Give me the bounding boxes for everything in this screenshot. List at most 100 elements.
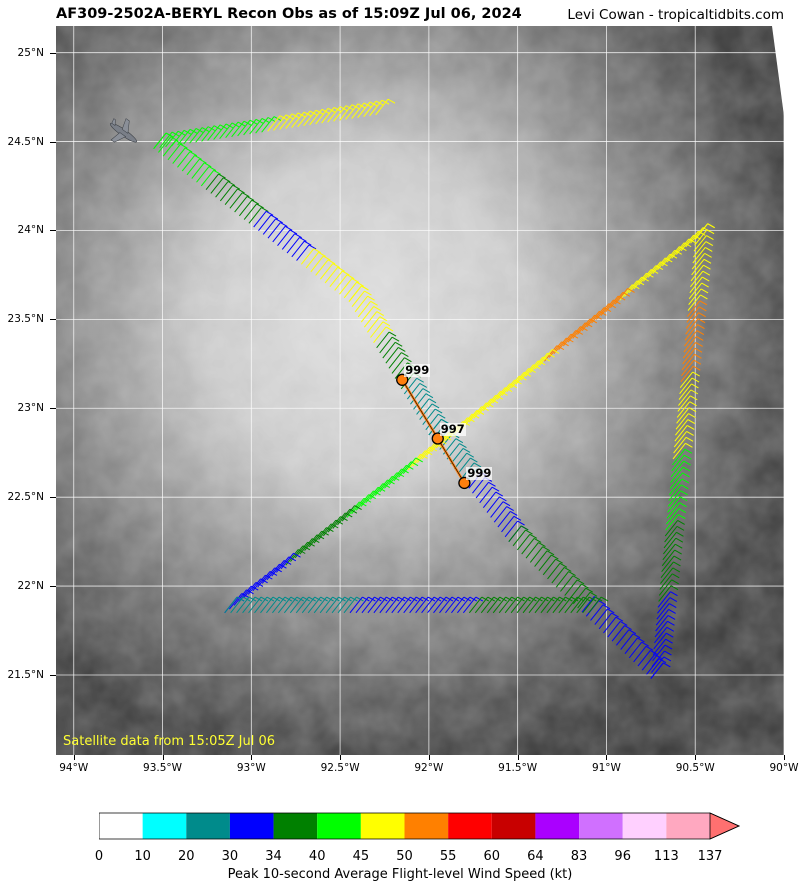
- aircraft-icon: [109, 118, 138, 143]
- wind-barb: [357, 301, 372, 318]
- wind-barb-flag: [537, 360, 546, 366]
- wind-barb: [379, 596, 393, 614]
- wind-barb-flag: [180, 143, 188, 149]
- colorbar-segment: [404, 813, 449, 839]
- wind-barb-flag: [344, 596, 352, 602]
- wind-barb-flag: [669, 253, 678, 259]
- wind-barb-flag: [382, 321, 391, 327]
- wind-barb-flag: [547, 352, 555, 358]
- wind-barb-flag: [547, 596, 555, 602]
- wind-barb: [339, 278, 353, 295]
- wind-barb-flag: [294, 233, 302, 239]
- wind-barb-flag: [600, 596, 609, 602]
- x-tick-mark: [162, 755, 164, 760]
- wind-barb-flag: [462, 420, 470, 426]
- wind-barb: [158, 136, 172, 153]
- wind-barb-flag: [363, 497, 372, 503]
- wind-barb-flag: [410, 461, 419, 467]
- wind-barb: [664, 526, 678, 543]
- wind-barb-flag: [513, 515, 522, 521]
- wind-barb-flag: [693, 359, 702, 365]
- wind-barb: [685, 312, 700, 329]
- wind-barb: [324, 266, 338, 284]
- wind-barb-flag: [340, 516, 348, 521]
- wind-barb-flag: [535, 596, 543, 602]
- wind-barb: [684, 330, 698, 347]
- wind-barb-flag: [361, 285, 369, 291]
- colorbar-segment: [622, 813, 667, 839]
- wind-barb: [215, 181, 229, 198]
- wind-barb-flag: [589, 591, 598, 597]
- wind-barb-flag: [664, 644, 673, 650]
- dropsonde-marker: [458, 476, 471, 490]
- wind-barb: [267, 115, 281, 132]
- wind-barb: [207, 124, 221, 141]
- dropsonde-marker: [396, 373, 409, 386]
- wind-barb: [354, 295, 368, 313]
- wind-barb: [267, 222, 281, 239]
- wind-barb-flag: [495, 394, 503, 400]
- wind-barb-flag: [690, 389, 699, 395]
- wind-barb: [253, 211, 267, 228]
- y-tick-label: 24°N: [17, 224, 44, 237]
- wind-barb: [243, 119, 257, 136]
- wind-barb: [674, 425, 688, 442]
- wind-barb-flag: [697, 230, 706, 236]
- wind-barb-flag: [705, 247, 713, 252]
- wind-barb-flag: [387, 479, 395, 485]
- wind-barb-flag: [296, 596, 305, 602]
- wind-barb-flag: [284, 596, 293, 602]
- wind-barb: [680, 365, 694, 383]
- wind-barb-flag: [359, 501, 367, 507]
- wind-barb-flag: [387, 98, 396, 104]
- wind-barb-flag: [466, 452, 474, 458]
- colorbar-tick-label: 10: [134, 849, 151, 864]
- wind-barb: [664, 520, 679, 537]
- wind-barb-flag: [248, 596, 257, 602]
- wind-barb: [666, 502, 680, 519]
- wind-barb-flag: [650, 268, 659, 274]
- wind-barb-flag: [668, 609, 676, 614]
- wind-barb: [229, 192, 243, 209]
- wind-barb-flag: [269, 571, 278, 576]
- colorbar-tick-label: 50: [396, 849, 413, 864]
- y-tick-label: 23.5°N: [7, 313, 44, 326]
- dropsonde-marker: [431, 432, 444, 445]
- colorbar-tick-label: 45: [352, 849, 370, 864]
- wind-barb: [669, 478, 683, 495]
- wind-barb: [357, 101, 371, 118]
- wind-barb: [691, 253, 706, 270]
- wind-barb: [343, 596, 357, 614]
- wind-barb: [682, 342, 697, 359]
- wind-barb-flag: [308, 596, 316, 602]
- wind-barb-flag: [354, 505, 362, 511]
- colorbar-segment: [317, 813, 361, 839]
- wind-barb-flag: [665, 638, 673, 644]
- wind-barb-flag: [608, 303, 616, 309]
- wind-barb-flag: [391, 475, 400, 481]
- colorbar-tick-label: 60: [483, 849, 501, 864]
- wind-barb-flag: [622, 291, 631, 297]
- wind-barb: [474, 596, 489, 614]
- wind-barb-flag: [184, 147, 193, 153]
- wind-barb-flag: [594, 314, 602, 320]
- wind-barb: [403, 596, 417, 614]
- wind-barb-flag: [416, 377, 424, 383]
- wind-barb-flag: [373, 490, 381, 496]
- wind-barb-flag: [700, 288, 709, 294]
- wind-barb-flag: [576, 579, 585, 585]
- wind-barb: [388, 352, 402, 369]
- wind-barb: [683, 336, 697, 353]
- wind-barb: [360, 306, 375, 323]
- wind-barb: [183, 128, 197, 145]
- wind-barb: [262, 218, 277, 235]
- wind-barb-flag: [265, 574, 273, 580]
- wind-barb-flag: [669, 603, 677, 608]
- wind-barb: [666, 508, 680, 525]
- wind-barb: [493, 506, 508, 523]
- wind-barb-flag: [646, 272, 654, 278]
- satellite-map[interactable]: Satellite data from 15:05Z Jul 06 999 997…: [56, 26, 784, 755]
- colorbar-tick-label: 96: [614, 849, 631, 864]
- wind-barb: [339, 104, 353, 121]
- wind-barb-flag: [559, 596, 567, 602]
